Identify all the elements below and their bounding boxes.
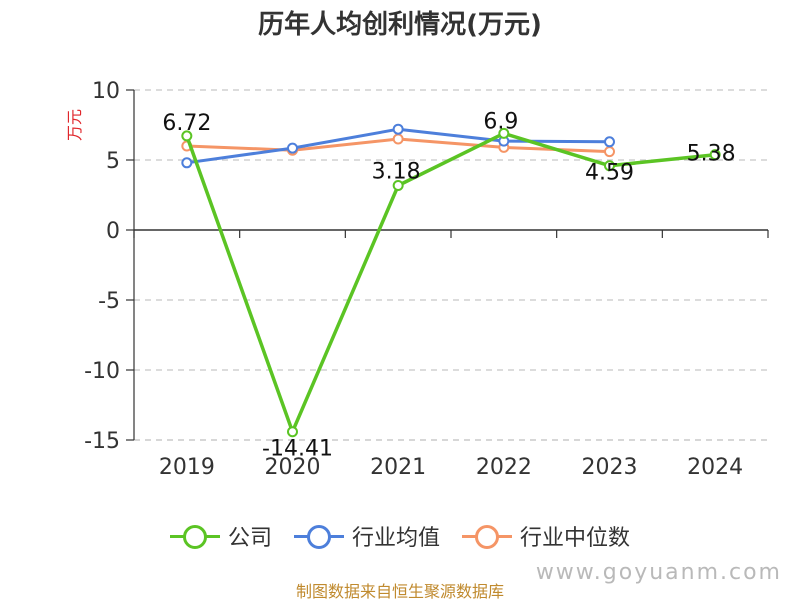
data-label-2021: 3.18	[372, 159, 421, 184]
chart-title: 历年人均创利情况(万元)	[258, 10, 542, 40]
data-point-series-0	[392, 179, 404, 191]
legend-marker-industry-mean	[293, 524, 344, 549]
legend: 公司 行业均值 行业中位数	[0, 520, 800, 552]
x-tick-label-2020: 2020	[265, 455, 321, 480]
legend-item-industry-median[interactable]: 行业中位数	[462, 520, 630, 552]
data-label-2020: -14.41	[262, 437, 333, 462]
x-tick-label-2024: 2024	[687, 455, 743, 480]
label-layer: 6.72 -14.41 3.18 6.9 4.59 5.38	[162, 109, 735, 461]
data-label-2024: 5.38	[687, 142, 736, 167]
data-point-series-1	[392, 123, 404, 135]
data-point-series-0	[181, 130, 193, 142]
x-tick-label-2023: 2023	[582, 455, 638, 480]
y-tick-label: -10	[84, 359, 120, 384]
legend-item-company[interactable]: 公司	[169, 520, 272, 552]
watermark: www.goyuanm.com	[535, 560, 782, 585]
legend-marker-industry-median	[462, 524, 512, 549]
y-tick-label: 0	[106, 219, 120, 244]
data-point-series-1	[604, 136, 615, 148]
data-label-2023: 4.59	[585, 161, 634, 186]
data-point-series-0	[287, 426, 298, 438]
data-point-series-0	[498, 127, 510, 139]
legend-label-industry-mean: 行业均值	[351, 526, 440, 551]
data-label-2019: 6.72	[162, 111, 211, 136]
y-tick-label: 5	[106, 149, 120, 174]
y-axis-unit-label: 万元	[65, 109, 84, 141]
x-tick-label-2021: 2021	[370, 455, 426, 480]
data-point-series-0	[604, 160, 615, 172]
data-point-series-2	[392, 133, 404, 145]
axis-layer: 万元 10 5 0 -5 -10 -15 2019 2020 2021 2022 2023 2024	[65, 79, 769, 480]
legend-item-industry-mean[interactable]: 行业均值	[293, 520, 440, 552]
y-tick-label: -15	[84, 429, 120, 454]
data-point-series-0	[709, 149, 721, 161]
data-point-series-2	[604, 146, 615, 158]
series-line-0	[185, 131, 716, 434]
y-tick-label: -5	[98, 289, 120, 314]
y-tick-label: 10	[92, 79, 120, 104]
x-tick-label-2022: 2022	[476, 455, 532, 480]
x-tick-label-2019: 2019	[159, 455, 215, 480]
data-source-note: 制图数据来自恒生聚源数据库	[295, 582, 504, 601]
data-point-series-1	[287, 142, 298, 154]
legend-label-company: 公司	[227, 526, 272, 551]
legend-marker-company	[169, 524, 220, 549]
data-label-2022: 6.9	[483, 109, 518, 134]
data-point-series-1	[181, 157, 193, 169]
series-layer	[181, 123, 721, 438]
legend-label-industry-median: 行业中位数	[520, 526, 631, 551]
line-chart: 万元 10 5 0 -5 -10 -15 2019 2020 2021 2022 2023 2024 6…	[65, 79, 769, 480]
